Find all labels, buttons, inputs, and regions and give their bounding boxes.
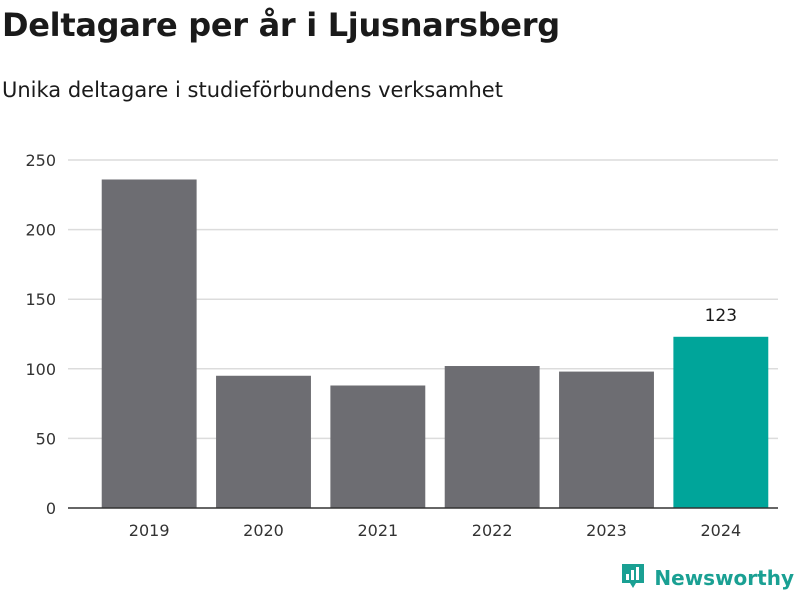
newsworthy-logo-icon [620, 562, 646, 594]
bar-2023 [559, 371, 654, 508]
x-tick-label: 2024 [700, 521, 741, 540]
bar-2022 [444, 366, 540, 508]
data-label-2024: 123 [705, 306, 737, 326]
y-tick-label: 200 [25, 221, 56, 240]
y-tick-label: 250 [25, 151, 56, 170]
x-axis-tick-labels: 2019 2020 2021 2022 2023 2024 [129, 521, 741, 540]
value-labels: 123 [705, 306, 737, 326]
brand-name: Newsworthy [654, 566, 794, 590]
x-tick-label: 2022 [472, 521, 513, 540]
bar-2024 [673, 336, 769, 508]
y-tick-label: 150 [25, 290, 56, 309]
chart-title: Deltagare per år i Ljusnarsberg [2, 6, 560, 44]
bar-2019 [101, 179, 197, 508]
y-axis-tick-labels: 0 50 100 150 200 250 [25, 151, 56, 518]
bars [101, 179, 769, 508]
x-tick-label: 2021 [357, 521, 398, 540]
chart-subtitle: Unika deltagare i studieförbundens verks… [2, 78, 503, 102]
brand-logo: Newsworthy [620, 562, 794, 594]
y-tick-label: 50 [36, 429, 56, 448]
x-tick-label: 2019 [129, 521, 170, 540]
x-tick-label: 2023 [586, 521, 627, 540]
bar-2020 [216, 375, 311, 508]
y-tick-label: 100 [25, 360, 56, 379]
y-tick-label: 0 [46, 499, 56, 518]
x-tick-label: 2020 [243, 521, 284, 540]
bar-2021 [330, 385, 426, 508]
